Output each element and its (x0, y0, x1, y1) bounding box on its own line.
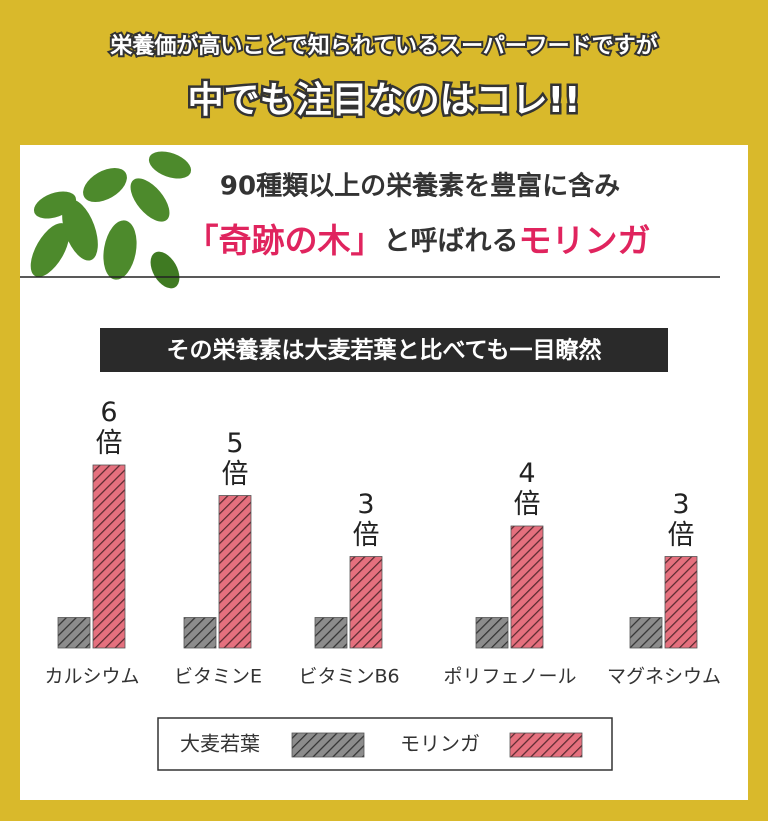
value-label: 3倍 (667, 488, 695, 551)
bar (349, 556, 383, 649)
bar (92, 464, 126, 649)
bar (183, 617, 217, 649)
value-label: 6倍 (95, 397, 123, 459)
x-tick-label: マグネシウム (607, 666, 721, 688)
banner (100, 328, 668, 372)
headline2: 「奇跡の木」と呼ばれるモリンガ (186, 221, 651, 260)
x-tick-label: ビタミンB6 (298, 666, 399, 688)
banner-text: その栄養素は大麦若葉と比べても一目瞭然 (167, 337, 602, 364)
header-line2: 中でも注目なのはコレ!! (188, 80, 581, 121)
bar (510, 525, 544, 649)
value-label: 3倍 (352, 488, 380, 551)
headline2-part: と呼ばれる (384, 226, 519, 257)
leaves (30, 151, 192, 289)
value-label: 4倍 (513, 458, 541, 520)
headline1: 90種類以上の栄養素を豊富に含み (220, 171, 620, 202)
bar (629, 617, 663, 649)
x-tick-label: ビタミンE (174, 666, 262, 688)
legend-swatch (509, 732, 583, 758)
legend-swatch (291, 732, 365, 758)
value-label: 5倍 (221, 427, 249, 490)
headline2-part: 「奇跡の木」 (186, 221, 384, 260)
bar (57, 617, 91, 649)
bar (314, 617, 348, 649)
legend-label: 大麦若葉 (180, 732, 260, 756)
header-line1: 栄養価が高いことで知られているスーパーフードですが (109, 33, 657, 59)
legend-label: モリンガ (400, 732, 480, 756)
x-tick-label: カルシウム (44, 666, 139, 688)
headline2-part: モリンガ (519, 221, 651, 260)
bar (475, 617, 509, 649)
x-tick-label: ポリフェノール (443, 666, 576, 688)
bar (664, 556, 698, 649)
panel (20, 145, 748, 800)
bar (218, 495, 252, 649)
